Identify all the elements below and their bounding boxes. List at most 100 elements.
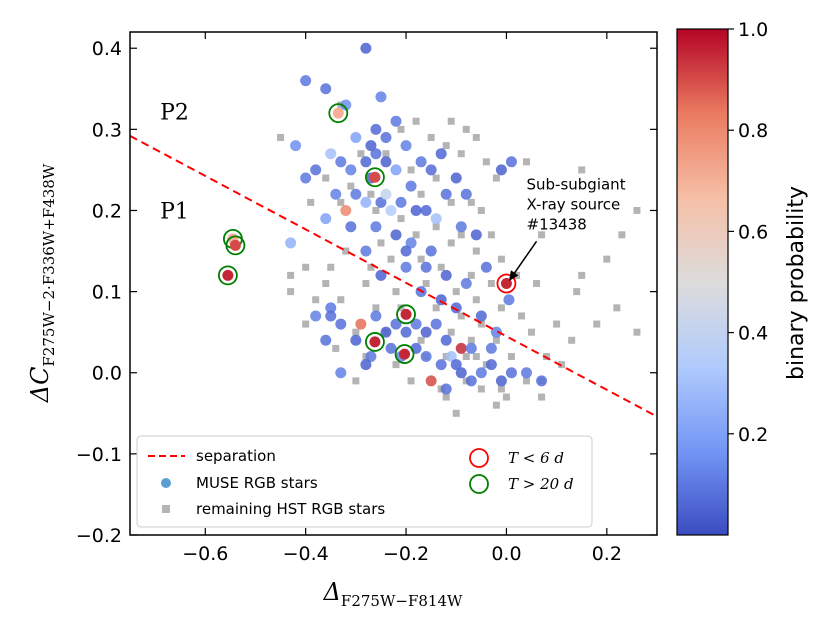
hst-star-marker xyxy=(452,288,460,296)
hst-star-marker xyxy=(417,255,425,263)
hst-star-marker xyxy=(437,263,445,271)
hst-star-marker xyxy=(472,353,480,361)
muse-star-marker xyxy=(360,359,372,371)
muse-star-marker xyxy=(420,326,432,338)
hst-star-marker xyxy=(432,304,440,312)
hst-star-marker xyxy=(492,401,500,409)
colorbar-label: binary probability xyxy=(784,186,809,380)
muse-star-marker xyxy=(420,204,432,216)
legend-marker-long-period xyxy=(469,474,489,494)
hst-star-marker xyxy=(517,312,525,320)
muse-star-marker xyxy=(320,334,332,346)
hst-star-marker xyxy=(492,174,500,182)
colorbar-tick-label: 0.2 xyxy=(738,424,768,446)
muse-rgb-stars xyxy=(285,42,548,395)
muse-star-marker xyxy=(425,245,437,257)
hst-star-marker xyxy=(287,288,295,296)
y-axis-label: ΔCF275W−2·F336W+F438W xyxy=(26,163,58,403)
y-tick-label: 0.4 xyxy=(92,38,122,60)
hst-star-marker xyxy=(533,280,541,287)
hst-star-marker xyxy=(397,215,405,223)
y-tick-label: −0.2 xyxy=(76,525,122,547)
hst-star-marker xyxy=(447,239,455,247)
legend-marker-muse xyxy=(161,478,171,488)
annotation: Sub-subgiant X-ray source #13438 xyxy=(508,175,626,282)
muse-star-marker xyxy=(505,156,517,168)
hst-star-marker xyxy=(593,320,601,328)
muse-star-marker xyxy=(385,342,397,354)
colorbar: 0.2 0.4 0.6 0.8 1.0 binary probability xyxy=(676,19,809,536)
muse-star-marker xyxy=(490,326,502,338)
hst-star-marker xyxy=(442,142,450,150)
muse-star-marker xyxy=(495,164,507,176)
hst-star-marker xyxy=(372,304,380,312)
muse-star-marker xyxy=(435,359,447,371)
hst-star-marker xyxy=(452,409,460,417)
hst-star-marker xyxy=(633,206,641,214)
hst-star-marker xyxy=(337,198,345,206)
muse-star-marker xyxy=(460,188,472,200)
hst-star-marker xyxy=(417,336,425,344)
annotation-arrow xyxy=(514,240,538,274)
ringed-star-marker xyxy=(229,239,241,251)
muse-star-marker xyxy=(380,326,392,338)
region-label-p1: P1 xyxy=(160,199,189,224)
muse-star-marker xyxy=(330,188,342,200)
muse-star-marker xyxy=(503,294,515,306)
hst-star-marker xyxy=(392,361,400,369)
muse-star-marker xyxy=(355,318,367,330)
plot-frame xyxy=(129,31,658,536)
period-ring xyxy=(365,332,385,352)
period-ring xyxy=(225,235,246,256)
annotation-arrowhead xyxy=(508,270,519,282)
legend-label-hst: remaining HST RGB stars xyxy=(196,500,385,518)
hst-star-marker xyxy=(442,393,450,401)
muse-star-marker xyxy=(395,196,407,208)
hst-star-marker xyxy=(352,377,360,385)
hst-star-marker xyxy=(507,353,515,361)
hst-star-marker xyxy=(407,166,415,174)
muse-star-marker xyxy=(345,221,357,233)
muse-star-marker xyxy=(470,229,482,241)
muse-star-marker xyxy=(335,367,347,379)
muse-star-marker xyxy=(455,221,467,233)
muse-star-marker xyxy=(360,245,372,257)
hst-star-marker xyxy=(497,255,505,263)
hst-star-marker xyxy=(447,198,455,206)
hst-star-marker xyxy=(472,296,480,304)
hst-star-marker xyxy=(342,247,350,255)
hst-star-marker xyxy=(312,296,320,304)
legend-box xyxy=(136,435,593,528)
muse-star-marker xyxy=(410,318,422,330)
muse-star-marker xyxy=(450,172,462,184)
colorbar-tick-label: 0.8 xyxy=(738,120,768,142)
hst-star-marker xyxy=(472,247,480,255)
muse-star-marker xyxy=(285,237,297,249)
hst-star-marker xyxy=(482,158,490,166)
hst-star-marker xyxy=(347,182,355,190)
muse-star-marker xyxy=(450,302,462,314)
muse-star-marker xyxy=(365,351,377,363)
hst-star-marker xyxy=(543,353,551,361)
separation-line xyxy=(130,134,657,418)
y-tick-label: 0.1 xyxy=(92,282,122,304)
hst-star-marker xyxy=(357,150,365,158)
hst-star-marker xyxy=(412,117,420,125)
hst-star-marker xyxy=(302,320,310,328)
hst-star-marker xyxy=(277,133,285,141)
muse-star-marker xyxy=(320,213,332,225)
period-rings xyxy=(217,103,517,364)
hst-star-marker xyxy=(467,198,475,206)
muse-star-marker xyxy=(430,213,442,225)
colorbar-tick-label: 0.4 xyxy=(738,323,768,345)
period-ring xyxy=(365,167,385,188)
hst-star-marker xyxy=(367,190,375,198)
period-ring xyxy=(217,265,238,286)
ringed-star-marker xyxy=(222,269,234,281)
hst-star-marker xyxy=(427,133,435,141)
muse-star-marker xyxy=(405,237,417,249)
hst-star-marker xyxy=(332,344,340,352)
colorbar-gradient xyxy=(676,28,729,536)
ringed-star-marker xyxy=(369,336,381,348)
hst-star-marker xyxy=(307,198,315,206)
